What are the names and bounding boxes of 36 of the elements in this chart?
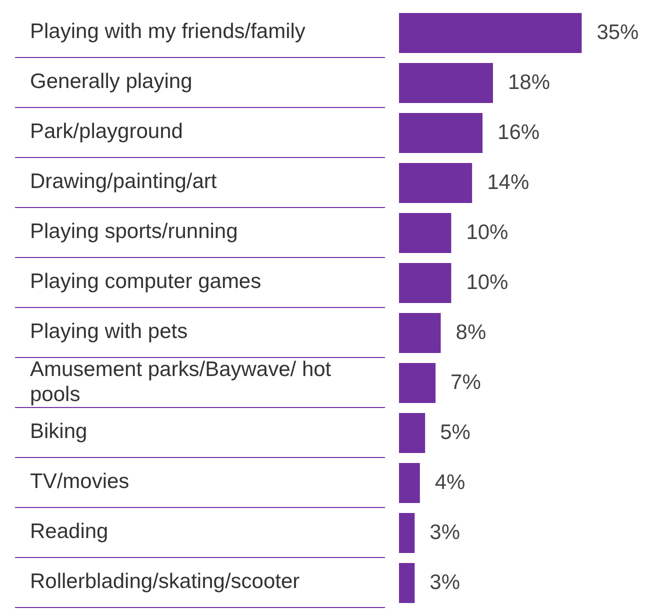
- y-tick-label: Playing with pets: [15, 308, 385, 358]
- data-label: 4%: [434, 470, 466, 494]
- bar: [399, 63, 493, 103]
- data-label: 8%: [456, 320, 486, 344]
- y-tick-label: Park/playground: [15, 108, 385, 158]
- bar: [399, 163, 472, 203]
- y-tick-label: Playing computer games: [15, 258, 385, 308]
- y-tick-label: Drawing/painting/art: [15, 158, 385, 208]
- data-label: 18%: [508, 70, 550, 94]
- bar: [399, 463, 420, 503]
- data-label: 3%: [430, 570, 460, 594]
- y-tick-label: Generally playing: [15, 58, 385, 108]
- bar: [399, 13, 582, 53]
- bar: [399, 563, 415, 603]
- y-tick-label: Playing sports/running: [15, 208, 385, 258]
- bar: [399, 363, 436, 403]
- y-tick-label: Biking: [15, 408, 385, 458]
- bar: [399, 263, 452, 303]
- bar: [399, 413, 426, 453]
- data-label: 10%: [466, 220, 508, 244]
- y-tick-label: Reading: [15, 508, 385, 558]
- data-label: 7%: [450, 370, 481, 394]
- data-label: 3%: [430, 520, 460, 544]
- bar: [399, 113, 483, 153]
- data-label: 14%: [487, 170, 530, 194]
- data-label: 5%: [440, 420, 470, 444]
- y-tick-label: Amusement parks/Baywave/ hot pools: [15, 358, 385, 408]
- y-tick-label: TV/movies: [15, 458, 385, 508]
- y-tick-label: Playing with my friends/family: [15, 8, 385, 58]
- y-tick-label: Rollerblading/skating/scooter: [15, 558, 385, 608]
- data-label: 35%: [596, 20, 639, 44]
- bar: [399, 213, 452, 253]
- bar: [399, 513, 415, 553]
- bar: [399, 313, 441, 353]
- data-label: 16%: [498, 120, 540, 144]
- data-label: 10%: [466, 270, 508, 294]
